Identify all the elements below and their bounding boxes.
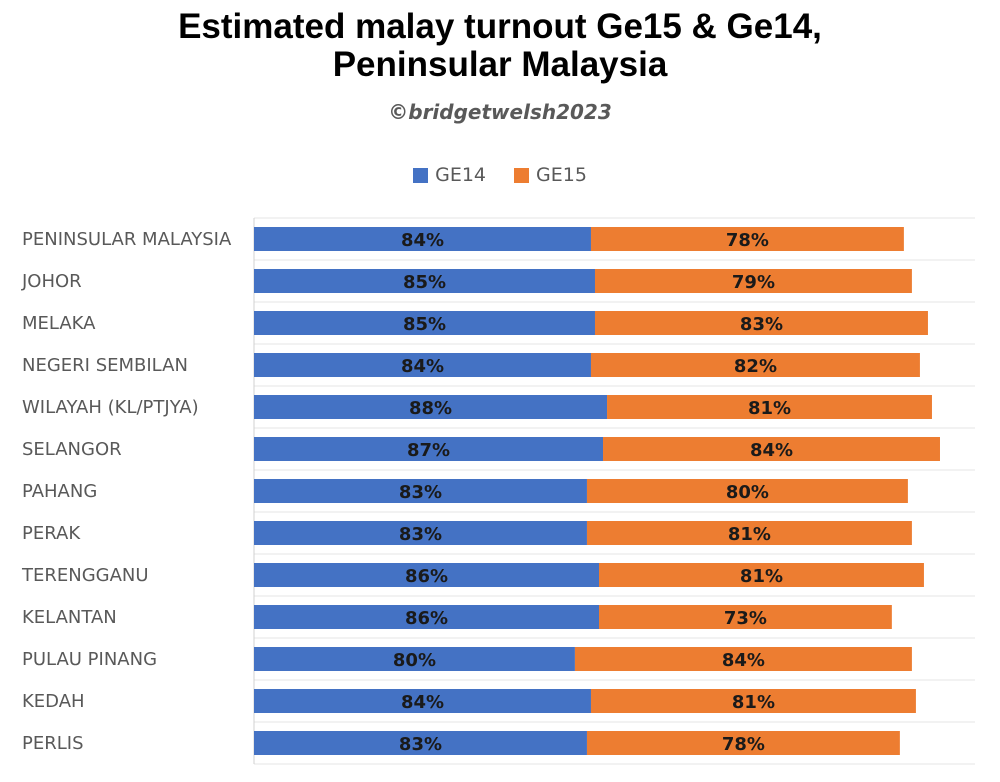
data-label-ge15: 78% [722,734,765,755]
bar-ge15 [574,647,912,671]
bar-ge14 [254,395,608,419]
bar-ge15 [599,563,924,587]
bar-ge15 [607,395,932,419]
bar-ge15 [590,353,920,377]
data-label-ge15: 81% [748,398,791,419]
data-label-ge14: 88% [409,398,452,419]
bar-ge14 [254,521,587,545]
category-label: PULAU PINANG [22,649,157,670]
bar-ge14 [254,563,599,587]
data-label-ge15: 84% [750,440,793,461]
data-label-ge15: 81% [740,566,783,587]
bar-ge14 [254,269,595,293]
data-label-ge14: 84% [401,356,444,377]
category-label: MELAKA [22,313,96,334]
bar-ge14 [254,731,587,755]
data-label-ge14: 86% [405,608,448,629]
data-label-ge14: 85% [403,272,446,293]
bar-ge14 [254,353,591,377]
chart-legend: GE14 GE15 [0,164,1000,186]
bar-ge15 [599,605,892,629]
chart-title: Estimated malay turnout Ge15 & Ge14, Pen… [0,8,1000,84]
data-label-ge14: 86% [405,566,448,587]
bar-ge14 [254,689,591,713]
chart-title-line-1: Estimated malay turnout Ge15 & Ge14, [178,7,822,46]
data-label-ge14: 84% [401,692,444,713]
data-label-ge14: 85% [403,314,446,335]
bar-ge14 [254,479,587,503]
legend-item-ge14: GE14 [413,164,486,186]
data-label-ge14: 83% [399,524,442,545]
chart-subtitle: ©bridgetwelsh2023 [388,100,612,124]
bar-ge15 [586,479,908,503]
bar-ge15 [594,269,912,293]
bar-ge15 [594,311,928,335]
legend-label-ge14: GE14 [435,164,486,186]
category-label: KELANTAN [22,607,117,628]
category-label: TERENGGANU [21,565,149,586]
data-label-ge15: 82% [734,356,777,377]
chart-title-line-2: Peninsular Malaysia [332,45,668,84]
data-label-ge15: 81% [728,524,771,545]
bar-ge14 [254,227,591,251]
legend-swatch-ge14 [413,167,429,183]
data-label-ge15: 73% [724,608,767,629]
bar-ge14 [254,605,599,629]
data-label-ge15: 84% [722,650,765,671]
legend-item-ge15: GE15 [514,164,587,186]
category-label: NEGERI SEMBILAN [22,355,188,376]
data-label-ge15: 83% [740,314,783,335]
category-label: SELANGOR [22,439,122,460]
bar-ge15 [590,689,916,713]
data-label-ge14: 83% [399,482,442,503]
data-label-ge14: 80% [393,650,436,671]
data-label-ge14: 87% [407,440,450,461]
category-label: KEDAH [22,691,85,712]
category-label: PENINSULAR MALAYSIA [22,229,232,250]
data-label-ge14: 83% [399,734,442,755]
category-label: WILAYAH (KL/PTJYA) [22,397,199,418]
legend-swatch-ge15 [514,167,529,183]
bar-ge15 [586,731,900,755]
bar-ge15 [586,521,912,545]
bar-ge14 [254,647,575,671]
bar-ge14 [254,437,604,461]
data-label-ge15: 78% [726,230,769,251]
legend-label-ge15: GE15 [536,164,587,186]
data-label-ge15: 79% [732,272,775,293]
category-label: PERLIS [22,733,84,754]
category-label: JOHOR [21,271,82,292]
category-label: PAHANG [22,481,97,502]
bar-ge15 [590,227,904,251]
data-label-ge15: 80% [726,482,769,503]
bar-ge14 [254,311,595,335]
category-label: PERAK [22,523,81,544]
data-label-ge14: 84% [401,230,444,251]
data-label-ge15: 81% [732,692,775,713]
bar-ge15 [603,437,940,461]
